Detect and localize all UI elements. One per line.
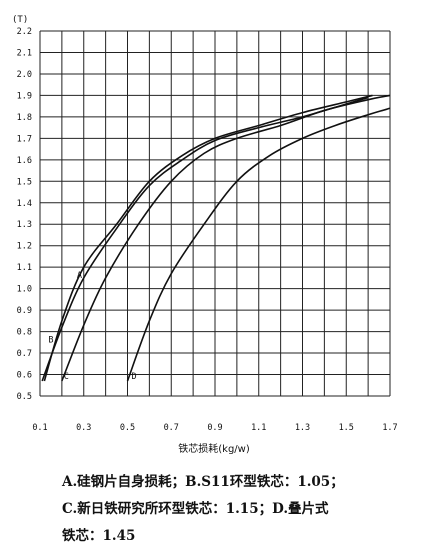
caption-line-3: 铁芯：1.45 [62,528,136,544]
x-tick-label: 0.9 [207,423,222,433]
y-tick-label: 2.1 [17,48,32,58]
curve-label-c: C [64,372,69,382]
y-tick-label: 0.9 [17,306,32,316]
y-tick-label: 1.8 [17,113,32,123]
chart-grid [39,30,391,397]
y-tick-label: 0.8 [17,328,32,338]
y-tick-label: 2.2 [17,27,32,37]
curve-label-b: B [48,335,53,345]
chart-curves [41,94,391,382]
y-tick-label: 1.3 [17,220,32,230]
loss-curve-chart: A B C D 0.5 0.6 0.7 0.8 0.9 1.0 1.1 1.2 1.3 1.4 1.5 1.… [12,15,398,455]
y-tick-label: 1.4 [17,199,32,209]
x-tick-label: 0.5 [120,423,135,433]
y-axis-label: (T) [12,15,28,25]
caption-line-1: A.硅钢片自身损耗；B.S11环型铁芯：1.05； [62,474,344,490]
y-tick-label: 1.7 [17,134,32,144]
y-tick-label: 2.0 [17,70,32,80]
x-tick-label: 0.3 [76,423,91,433]
y-tick-label: 1.9 [17,91,32,101]
y-tick-label: 1.2 [17,242,32,252]
curve-b [41,96,369,382]
curve-label-d: D [132,372,137,382]
curve-labels: A B C D [48,271,136,382]
y-tick-label: 1.5 [17,177,32,187]
curve-c [61,94,391,382]
y-tick-labels: 0.5 0.6 0.7 0.8 0.9 1.0 1.1 1.2 1.3 1.4 1.5 1.6 1.7 1… [17,27,32,402]
caption-line-2: C.新日铁研究所环型铁芯：1.15；D.叠片式 [62,501,329,517]
curve-label-a: A [77,271,82,281]
x-axis-label: 铁芯损耗(kg/w) [178,442,250,455]
x-tick-label: 1.7 [382,423,397,433]
y-tick-label: 1.6 [17,156,32,166]
y-tick-label: 0.6 [17,371,32,381]
x-tick-label: 1.3 [295,423,310,433]
y-tick-label: 0.7 [17,349,32,359]
curve-d [126,107,391,382]
x-tick-labels: 0.1 0.3 0.5 0.7 0.9 1.1 1.3 1.5 1.7 [32,423,397,433]
curve-a [43,94,373,382]
y-tick-label: 1.1 [17,263,32,273]
y-tick-label: 0.5 [17,392,32,402]
x-tick-label: 0.7 [164,423,179,433]
y-tick-label: 1.0 [17,285,32,295]
x-tick-label: 1.5 [339,423,354,433]
x-tick-label: 1.1 [251,423,266,433]
x-tick-label: 0.1 [32,423,47,433]
